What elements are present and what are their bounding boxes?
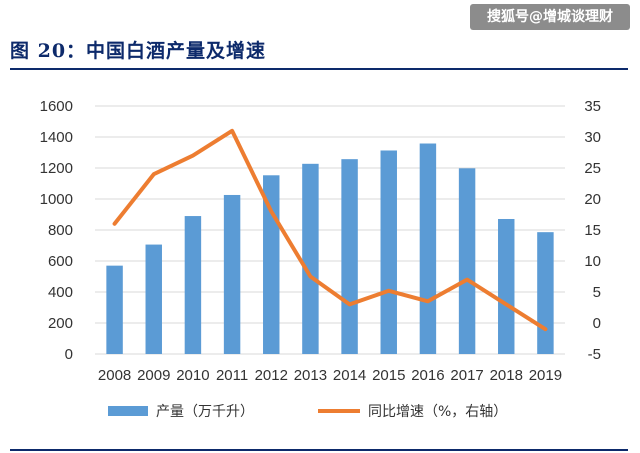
x-tick-label: 2018 [490,367,523,384]
line-series [112,128,548,332]
bar [341,159,358,354]
right-tick-label: 5 [593,284,601,301]
watermark: 搜狐号@增城谈理财 [470,4,630,30]
bar-series [106,143,554,354]
title-divider [10,68,628,70]
left-tick-label: 1400 [40,129,73,146]
left-tick-label: 400 [48,284,73,301]
x-tick-label: 2010 [176,367,209,384]
x-tick-label: 2019 [529,367,562,384]
right-tick-label: 30 [584,129,601,146]
growth-line [112,128,548,332]
bar [458,168,476,354]
right-tick-label: 20 [584,191,601,208]
bar [145,244,162,354]
legend: 产量（万千升） 同比增速（%，右轴） [108,404,507,420]
left-tick-label: 200 [48,315,73,332]
bar [302,163,319,354]
bar [223,194,241,354]
bar [537,232,554,354]
left-axis-ticks: 0 200 400 600 800 1000 1200 1400 1600 [40,98,73,363]
bar [419,143,437,354]
legend-label-line: 同比增速（%，右轴） [368,404,507,420]
left-tick-label: 800 [48,222,73,239]
legend-label-bar: 产量（万千升） [156,404,254,420]
right-tick-label: 25 [584,160,601,177]
x-tick-label: 2008 [98,367,131,384]
right-tick-label: 35 [584,98,601,115]
right-axis-ticks: -5 0 5 10 15 20 25 30 35 [584,98,601,363]
x-tick-label: 2009 [137,367,170,384]
left-tick-label: 600 [48,253,73,270]
bottom-divider [10,449,628,451]
right-tick-label: 0 [593,315,601,332]
bar [498,218,515,354]
legend-swatch-bar [108,406,148,416]
x-tick-label: 2012 [255,367,288,384]
chart-title: 图 20：中国白酒产量及增速 [10,40,267,62]
x-tick-label: 2013 [294,367,327,384]
x-tick-label: 2015 [372,367,405,384]
left-tick-label: 1000 [40,191,73,208]
right-tick-label: -5 [588,346,601,363]
x-tick-label: 2017 [450,367,483,384]
x-tick-label: 2011 [216,367,248,384]
x-axis-ticks: 2008 2009 2010 2011 2012 2013 2014 2015 2016 2017… [98,367,562,384]
right-tick-label: 10 [584,253,601,270]
x-tick-label: 2016 [411,367,444,384]
left-tick-label: 1200 [40,160,73,177]
left-tick-label: 0 [65,346,73,363]
x-tick-label: 2014 [333,367,366,384]
left-tick-label: 1600 [40,98,73,115]
bar [380,150,397,354]
bar [184,216,202,354]
right-tick-label: 15 [584,222,601,239]
gridlines [95,105,565,355]
bar [106,265,123,354]
